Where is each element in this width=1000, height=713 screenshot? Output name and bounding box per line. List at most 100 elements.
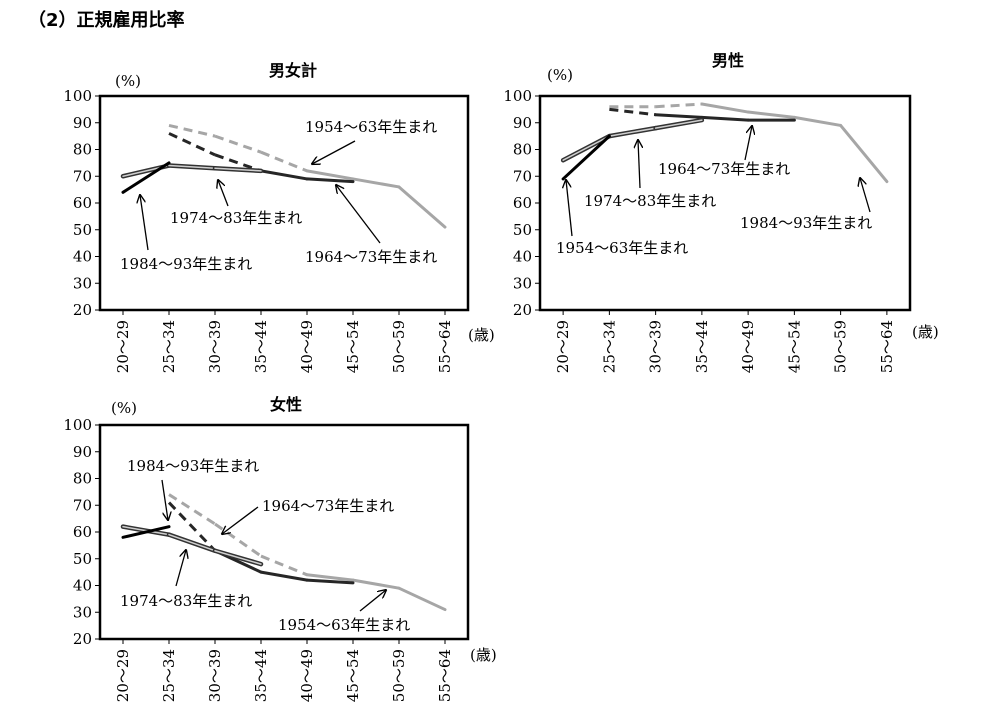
x-tick-label: 30～39 (206, 320, 224, 373)
series-line-1 (168, 132, 216, 157)
series-line-0 (214, 134, 262, 154)
y-tick-label: 70 (73, 167, 92, 185)
x-tick-label: 20～29 (554, 320, 572, 373)
y-tick-label: 100 (503, 87, 532, 105)
series-annotation-3: 1984～93年生まれ (740, 214, 872, 232)
x-tick-label: 35～44 (693, 320, 711, 373)
chart-0: 男女計 (%) (歳) 20 30 40 50 60 70 80 90 100 20～29 25～34 30… (63, 61, 494, 373)
y-tick-label: 20 (73, 301, 92, 319)
series-line-1 (305, 578, 355, 585)
x-unit: (歳) (912, 323, 939, 341)
y-tick-label: 40 (73, 577, 92, 595)
chart-title: 男女計 (269, 61, 317, 80)
series-line-0 (214, 522, 262, 558)
series-line-0 (839, 123, 889, 184)
series-annotation-1: 1964～73年生まれ (262, 497, 394, 515)
x-unit: (歳) (470, 646, 497, 664)
y-unit: (%) (115, 72, 141, 90)
series-line-1 (609, 107, 656, 117)
chart-1: 男性 (%) (歳) 20 30 40 50 60 70 80 90 100 20～29 25～34 30～… (503, 51, 938, 373)
x-tick-label: 55～64 (436, 320, 454, 373)
annotation-arrow (359, 590, 386, 612)
series-line-0 (260, 554, 308, 577)
y-tick-label: 50 (73, 221, 92, 239)
series-line-0 (700, 102, 750, 114)
x-tick-label: 25～34 (160, 649, 178, 702)
x-tick-label: 40～49 (298, 649, 316, 702)
series-line-0 (168, 493, 216, 526)
x-tick-label: 45～54 (344, 649, 362, 702)
series-annotation-0: 1954～63年生まれ (278, 616, 410, 634)
y-tick-label: 40 (73, 248, 92, 266)
x-tick-label: 40～49 (298, 320, 316, 373)
series-line-3 (121, 525, 171, 539)
series-annotation-2: 1974～83年生まれ (584, 192, 716, 210)
y-unit: (%) (111, 399, 137, 417)
x-tick-label: 35～44 (252, 320, 270, 373)
series-annotation-2: 1974～83年生まれ (170, 209, 302, 227)
series-annotation-1: 1964～73年生まれ (658, 160, 790, 178)
series-annotation-0: 1954～63年生まれ (556, 239, 688, 257)
series-line-2 (168, 164, 216, 169)
y-tick-label: 100 (63, 416, 92, 434)
series-line-2 (562, 135, 611, 161)
y-unit: (%) (547, 66, 573, 84)
y-tick-label: 30 (513, 274, 532, 292)
series-line-0 (655, 102, 702, 109)
series-line-2 (168, 533, 216, 552)
annotation-arrow (336, 185, 381, 244)
x-tick-label: 55～64 (436, 649, 454, 702)
x-tick-label: 25～34 (600, 320, 618, 373)
x-tick-label: 50～59 (832, 320, 850, 373)
series-line-0 (351, 177, 401, 189)
y-tick-label: 50 (513, 221, 532, 239)
series-annotation-2: 1974～83年生まれ (120, 592, 252, 610)
x-tick-label: 30～39 (206, 649, 224, 702)
series-line-0 (305, 573, 355, 582)
series-line-2 (608, 127, 657, 137)
series-line-1 (214, 153, 262, 173)
series-line-1 (700, 115, 750, 122)
y-tick-label: 60 (513, 194, 532, 212)
x-tick-label: 50～59 (390, 649, 408, 702)
x-tick-label: 55～64 (878, 320, 896, 373)
y-tick-label: 70 (73, 496, 92, 514)
series-line-0 (397, 185, 447, 229)
chart-2: 女性 (%) (歳) 20 30 40 50 60 70 80 90 100 20～29 25～34 30～… (63, 395, 496, 702)
series-line-1 (654, 113, 704, 119)
annotation-arrow (744, 126, 752, 161)
y-tick-label: 70 (513, 167, 532, 185)
y-tick-label: 90 (73, 114, 92, 132)
annotation-arrow (140, 195, 149, 251)
annotation-arrow (218, 180, 229, 207)
series-line-2 (214, 549, 262, 565)
series-line-0 (351, 578, 401, 590)
y-tick-label: 50 (73, 550, 92, 568)
series-line-0 (168, 123, 216, 138)
y-tick-label: 90 (513, 114, 532, 132)
annotation-arrow (638, 140, 640, 189)
x-tick-label: 20～29 (114, 649, 132, 702)
chart-title: 女性 (270, 395, 302, 414)
y-tick-label: 80 (73, 141, 92, 159)
x-tick-label: 25～34 (160, 320, 178, 373)
series-line-0 (397, 586, 447, 612)
x-unit: (歳) (468, 326, 495, 344)
annotation-arrow (222, 506, 259, 534)
series-annotation-0: 1954～63年生まれ (305, 118, 437, 136)
series-line-3 (561, 134, 611, 181)
series-line-0 (746, 110, 796, 119)
y-tick-label: 20 (513, 301, 532, 319)
series-annotation-1: 1964～73年生まれ (305, 248, 437, 266)
y-tick-label: 60 (73, 523, 92, 541)
series-line-2 (654, 119, 703, 129)
y-tick-label: 40 (513, 248, 532, 266)
series-line-1 (305, 177, 355, 184)
series-line-2 (214, 167, 262, 172)
series-line-0 (260, 150, 308, 173)
y-tick-label: 30 (73, 603, 92, 621)
series-line-0 (792, 115, 843, 127)
x-tick-label: 50～59 (390, 320, 408, 373)
y-tick-label: 80 (513, 141, 532, 159)
series-line-1 (167, 501, 217, 552)
